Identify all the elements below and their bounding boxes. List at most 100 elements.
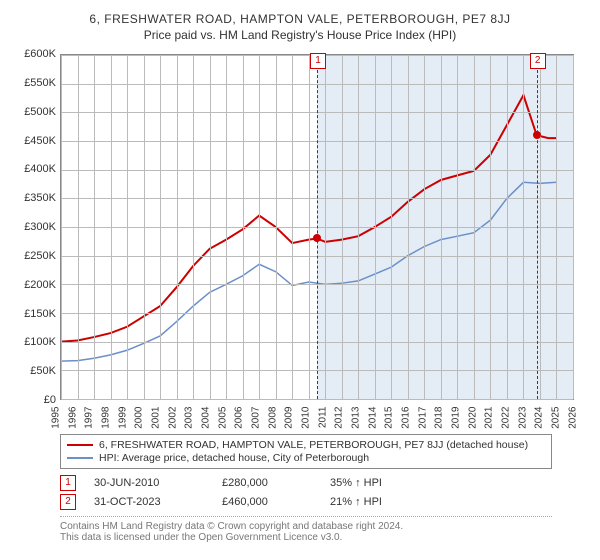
gridline-v	[160, 55, 161, 399]
gridline-v	[127, 55, 128, 399]
gridline-v	[144, 55, 145, 399]
gridline-v	[61, 55, 62, 399]
x-tick-label: 2014	[367, 407, 378, 435]
x-tick-label: 2017	[417, 407, 428, 435]
plot-area: 12	[60, 54, 574, 400]
gridline-v	[474, 55, 475, 399]
x-tick-label: 2009	[284, 407, 295, 435]
gridline-v	[177, 55, 178, 399]
gridline-v	[556, 55, 557, 399]
gridline-v	[457, 55, 458, 399]
page-subtitle: Price paid vs. HM Land Registry's House …	[12, 28, 588, 42]
marker-dot	[313, 234, 321, 242]
gridline-v	[309, 55, 310, 399]
x-tick-label: 2005	[217, 407, 228, 435]
gridline-v	[325, 55, 326, 399]
gridline-v	[424, 55, 425, 399]
x-tick-label: 2010	[301, 407, 312, 435]
price-chart: 12 £0 £50K £100K £150K £200K £250K £300K £350K £…	[12, 48, 582, 428]
marker-line	[537, 55, 538, 399]
gridline-v	[391, 55, 392, 399]
gridline-v	[375, 55, 376, 399]
footer-line: Contains HM Land Registry data © Crown c…	[60, 521, 552, 532]
x-tick-label: 2006	[234, 407, 245, 435]
gridline-v	[193, 55, 194, 399]
gridline-v	[342, 55, 343, 399]
gridline-v	[441, 55, 442, 399]
txn-price: £280,000	[222, 477, 312, 489]
y-tick-label: £250K	[12, 250, 56, 262]
txn-delta: 21% ↑ HPI	[330, 496, 382, 508]
gridline-v	[573, 55, 574, 399]
x-tick-label: 2003	[184, 407, 195, 435]
table-row: 2 31-OCT-2023 £460,000 21% ↑ HPI	[60, 494, 552, 510]
y-tick-label: £500K	[12, 106, 56, 118]
x-tick-label: 2012	[334, 407, 345, 435]
table-row: 1 30-JUN-2010 £280,000 35% ↑ HPI	[60, 475, 552, 491]
y-tick-label: £50K	[12, 365, 56, 377]
x-tick-label: 2020	[467, 407, 478, 435]
gridline-v	[358, 55, 359, 399]
y-tick-label: £450K	[12, 135, 56, 147]
legend: 6, FRESHWATER ROAD, HAMPTON VALE, PETERB…	[60, 434, 552, 469]
gridline-v	[523, 55, 524, 399]
txn-date: 31-OCT-2023	[94, 496, 204, 508]
x-tick-label: 2024	[534, 407, 545, 435]
txn-delta: 35% ↑ HPI	[330, 477, 382, 489]
x-tick-label: 1996	[67, 407, 78, 435]
marker-number: 1	[60, 475, 76, 491]
y-tick-label: £150K	[12, 308, 56, 320]
y-tick-label: £600K	[12, 48, 56, 60]
x-tick-label: 2007	[251, 407, 262, 435]
gridline-v	[226, 55, 227, 399]
x-tick-label: 2000	[134, 407, 145, 435]
y-tick-label: £100K	[12, 336, 56, 348]
x-tick-label: 2016	[401, 407, 412, 435]
gridline-v	[243, 55, 244, 399]
marker-dot	[533, 131, 541, 139]
y-tick-label: £200K	[12, 279, 56, 291]
gridline-v	[490, 55, 491, 399]
marker-box: 2	[530, 53, 546, 69]
page-title: 6, FRESHWATER ROAD, HAMPTON VALE, PETERB…	[12, 12, 588, 26]
legend-swatch	[67, 444, 93, 446]
legend-item: 6, FRESHWATER ROAD, HAMPTON VALE, PETERB…	[67, 439, 545, 451]
x-tick-label: 2011	[317, 407, 328, 435]
gridline-v	[540, 55, 541, 399]
x-tick-label: 2008	[267, 407, 278, 435]
txn-price: £460,000	[222, 496, 312, 508]
gridline-v	[210, 55, 211, 399]
x-tick-label: 2025	[551, 407, 562, 435]
marker-line	[317, 55, 318, 399]
x-tick-label: 1998	[101, 407, 112, 435]
y-tick-label: £350K	[12, 192, 56, 204]
transactions-table: 1 30-JUN-2010 £280,000 35% ↑ HPI 2 31-OC…	[60, 475, 552, 510]
legend-label: 6, FRESHWATER ROAD, HAMPTON VALE, PETERB…	[99, 439, 528, 451]
x-tick-label: 2013	[351, 407, 362, 435]
x-tick-label: 2023	[517, 407, 528, 435]
gridline-h	[61, 399, 573, 400]
x-tick-label: 1997	[84, 407, 95, 435]
y-tick-label: £550K	[12, 77, 56, 89]
gridline-v	[94, 55, 95, 399]
legend-item: HPI: Average price, detached house, City…	[67, 452, 545, 464]
gridline-v	[408, 55, 409, 399]
gridline-v	[259, 55, 260, 399]
y-tick-label: £400K	[12, 163, 56, 175]
gridline-v	[111, 55, 112, 399]
gridline-v	[78, 55, 79, 399]
footer: Contains HM Land Registry data © Crown c…	[60, 516, 552, 543]
x-tick-label: 2026	[567, 407, 578, 435]
marker-number: 2	[60, 494, 76, 510]
y-tick-label: £0	[12, 394, 56, 406]
x-tick-label: 2022	[501, 407, 512, 435]
x-tick-label: 2015	[384, 407, 395, 435]
x-tick-label: 1995	[51, 407, 62, 435]
txn-date: 30-JUN-2010	[94, 477, 204, 489]
x-tick-label: 2019	[451, 407, 462, 435]
x-tick-label: 1999	[117, 407, 128, 435]
gridline-v	[276, 55, 277, 399]
x-tick-label: 2002	[167, 407, 178, 435]
x-tick-label: 2021	[484, 407, 495, 435]
y-tick-label: £300K	[12, 221, 56, 233]
